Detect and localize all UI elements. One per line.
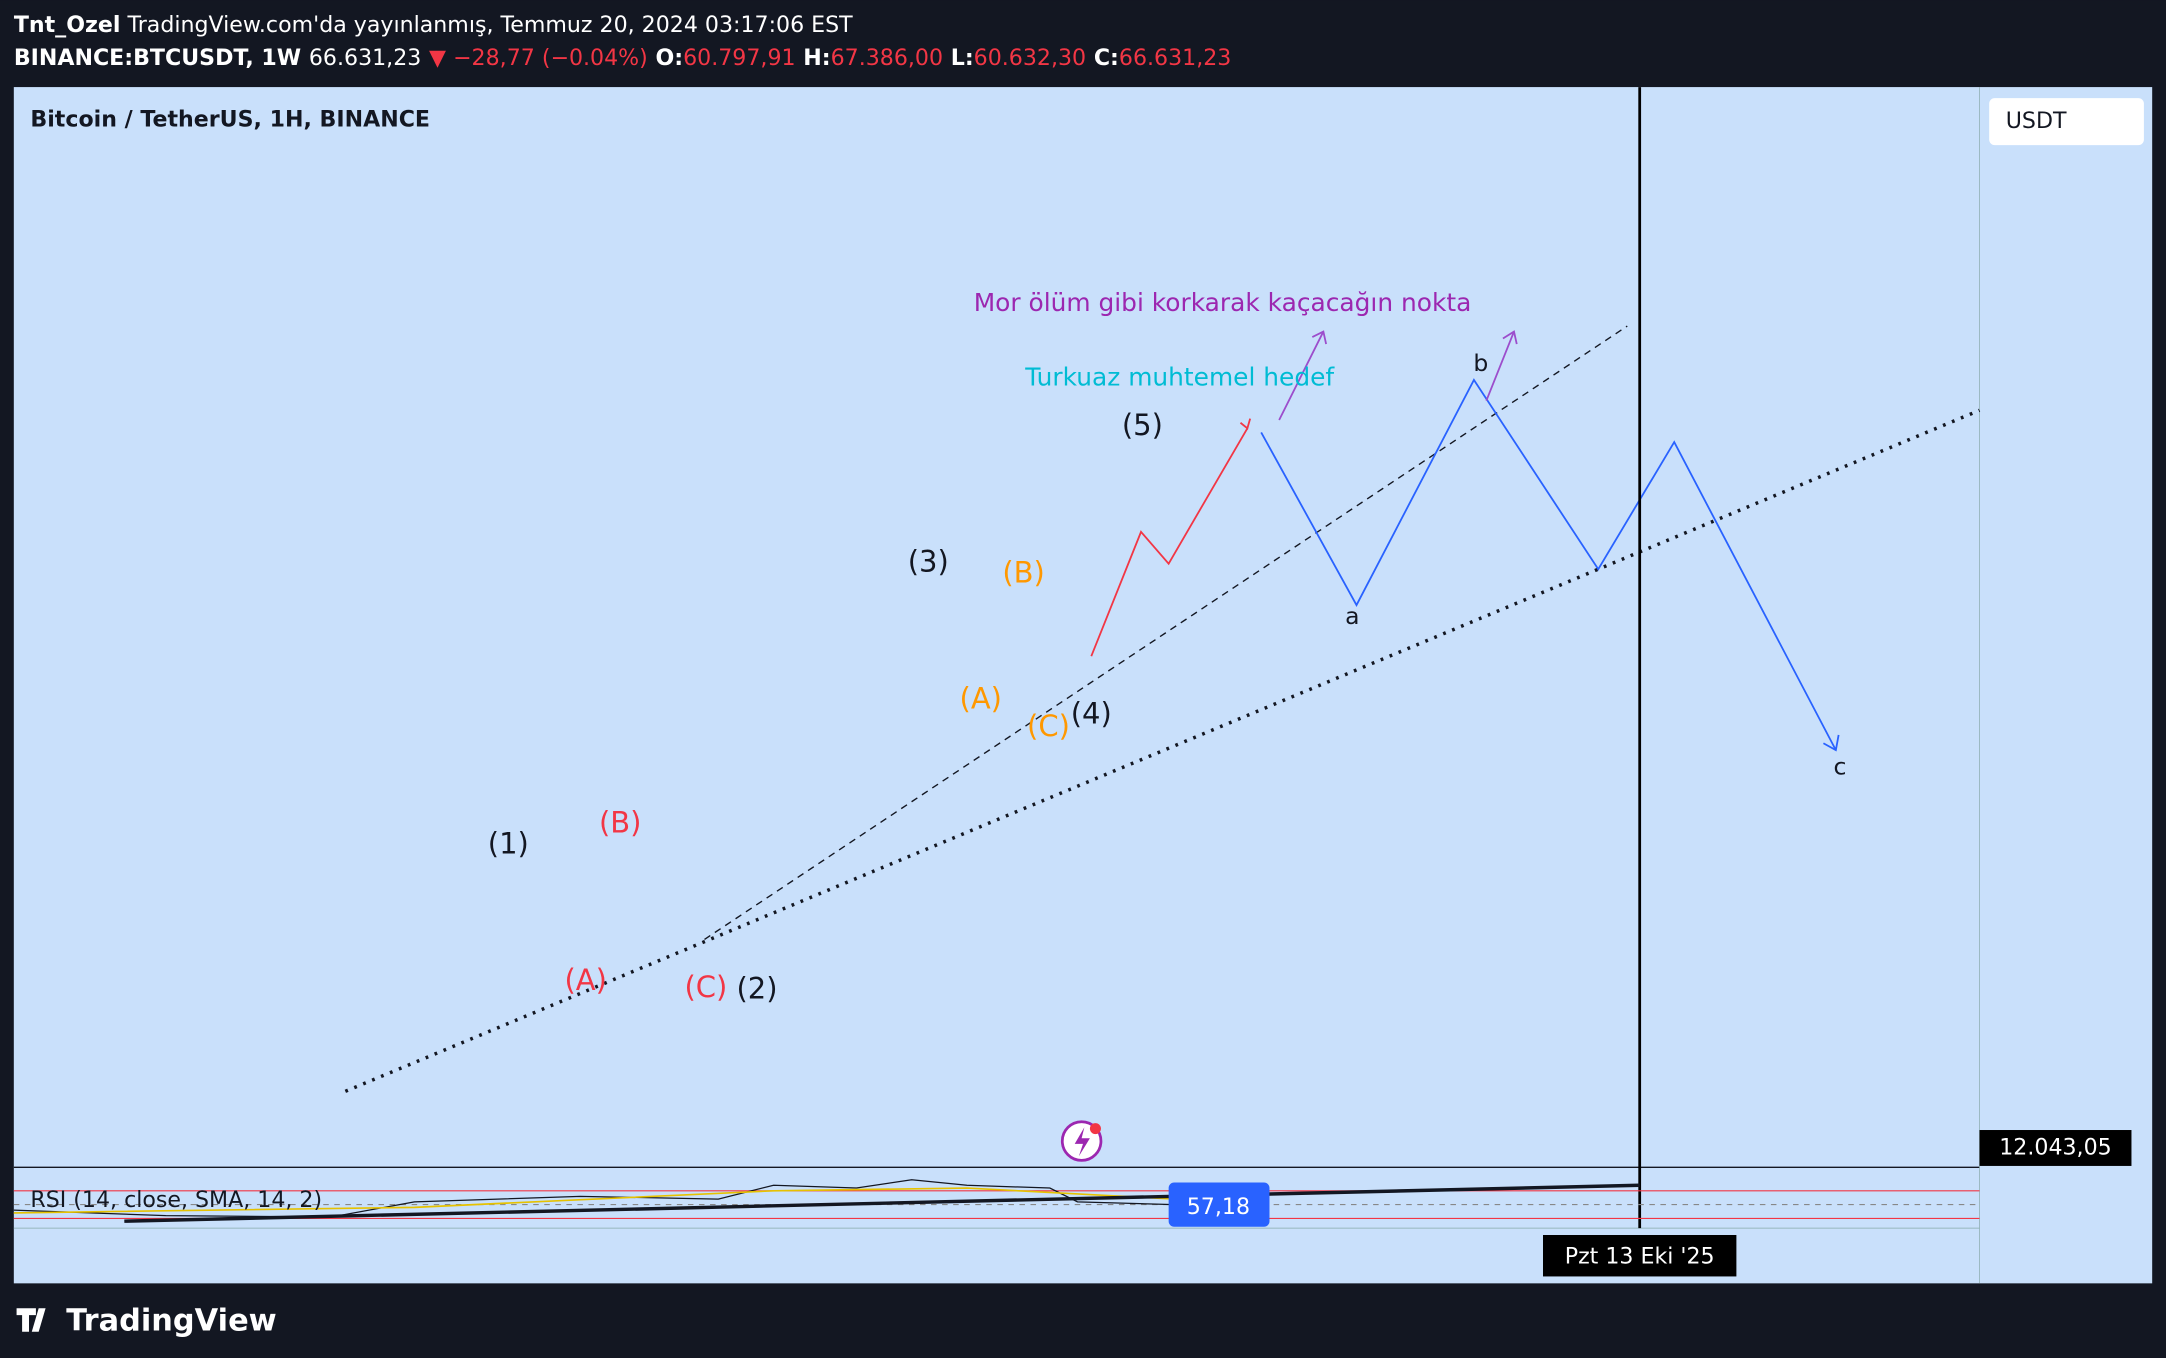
replay-bolt <box>1074 1127 1090 1157</box>
crosshair-price: 12.043,05 <box>1999 1134 2111 1160</box>
published: TradingView.com'da yayınlanmış, Temmuz 2… <box>126 11 853 37</box>
wave-label: (C) <box>1027 709 1070 743</box>
ohlc-o-key: O: <box>655 45 683 71</box>
currency-box[interactable] <box>1989 98 2144 146</box>
blue-arrowhead <box>1822 734 1840 752</box>
purple-arrow-1 <box>1278 331 1325 421</box>
wave-label: a <box>1345 602 1359 630</box>
ohlc-h-key: H: <box>803 45 830 71</box>
last: 66.631,23 <box>309 45 421 71</box>
purple-arrowhead-1 <box>1311 330 1327 345</box>
blue-projection <box>1260 378 1837 751</box>
ohlc-o: 60.797,91 <box>683 45 795 71</box>
header-line-2: BINANCE:BTCUSDT, 1W 66.631,23 ▼ −28,77 (… <box>14 45 1232 71</box>
annotation: Turkuaz muhtemel hedef <box>1024 363 1335 392</box>
ohlc-c: 66.631,23 <box>1119 45 1231 71</box>
crosshair-price-badge <box>1979 1130 2132 1166</box>
ohlc-l: 60.632,30 <box>974 45 1086 71</box>
chart-pane <box>13 87 2153 1284</box>
crosshair-time-badge <box>1542 1235 1737 1277</box>
annotation: Mor ölüm gibi korkarak kaçacağın nokta <box>974 288 1472 317</box>
logo-mark <box>16 1308 46 1332</box>
wave-label: (4) <box>1071 697 1112 731</box>
wave-label: (A) <box>960 681 1002 715</box>
chart-title: Bitcoin / TetherUS, 1H, BINANCE <box>30 107 430 133</box>
wave-label: (1) <box>488 826 529 860</box>
rsi-sma <box>13 1187 1175 1214</box>
change: ▼ −28,77 (−0.04%) <box>429 45 648 71</box>
author: Tnt_Ozel <box>14 11 121 37</box>
header-line-1: Tnt_Ozel TradingView.com'da yayınlanmış,… <box>14 11 853 37</box>
wave-label: b <box>1473 349 1488 377</box>
ohlc-h: 67.386,00 <box>831 45 943 71</box>
purple-arrowhead-2 <box>1502 330 1518 345</box>
rsi-badge <box>1168 1182 1270 1227</box>
replay-dot <box>1089 1123 1101 1135</box>
trendline-dashed <box>704 325 1628 940</box>
rsi-trendline <box>124 1183 1640 1223</box>
ohlc-l-key: L: <box>951 45 974 71</box>
wave-label: (B) <box>1002 556 1045 590</box>
crosshair-time: Pzt 13 Eki '25 <box>1565 1244 1715 1270</box>
rsi-label: RSI (14, close, SMA, 14, 2) <box>30 1187 322 1213</box>
wave-label: (A) <box>564 963 606 997</box>
wave-label: (2) <box>736 972 777 1006</box>
wave-label: (3) <box>908 545 949 579</box>
currency[interactable]: USDT <box>2006 108 2067 134</box>
rsi-value: 57,18 <box>1187 1194 1250 1220</box>
red-projection <box>1090 427 1249 657</box>
wave-label: (C) <box>684 970 727 1004</box>
purple-arrow-2 <box>1485 331 1515 401</box>
wave-label: c <box>1834 753 1847 781</box>
logo[interactable]: TradingView <box>66 1304 276 1339</box>
ohlc-c-key: C: <box>1094 45 1119 71</box>
red-arrowhead <box>1239 418 1252 430</box>
symbol: BINANCE:BTCUSDT, 1W <box>14 45 301 71</box>
wave-label: (B) <box>599 806 642 840</box>
wave-label: (5) <box>1122 408 1163 442</box>
